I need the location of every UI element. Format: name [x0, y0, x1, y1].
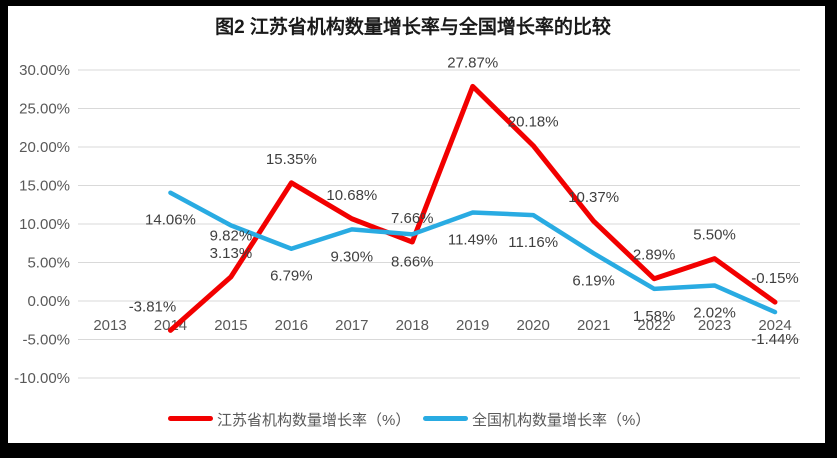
data-point-label: 9.30% [331, 248, 374, 265]
data-point-label: 1.58% [633, 308, 676, 325]
chart-title: 图2 江苏省机构数量增长率与全国增长率的比较 [215, 15, 611, 38]
x-axis-tick-label: 2016 [275, 317, 308, 334]
data-point-label: 2.89% [633, 247, 676, 264]
data-point-label: 10.68% [326, 187, 377, 204]
y-axis-tick-label: -5.00% [22, 332, 70, 349]
x-axis-tick-label: 2020 [516, 317, 549, 334]
data-point-label: 11.49% [448, 232, 498, 249]
y-axis-tick-label: 25.00% [19, 101, 70, 118]
data-point-label: 20.18% [508, 114, 559, 131]
x-axis-tick-label: 2021 [577, 317, 610, 334]
data-point-label: 6.79% [270, 268, 313, 285]
legend-swatch-national [423, 416, 468, 421]
data-point-label: 7.66% [391, 210, 434, 227]
x-axis-tick-label: 2019 [456, 317, 489, 334]
x-axis-tick-label: 2013 [93, 317, 126, 334]
legend-swatch-jiangsu [168, 416, 213, 421]
data-point-label: -1.44% [751, 331, 799, 348]
data-point-label: 27.87% [447, 54, 498, 71]
y-axis-tick-label: 5.00% [27, 255, 70, 272]
legend: 江苏省机构数量增长率（%） 全国机构数量增长率（%） [168, 411, 650, 429]
data-point-label: 8.66% [391, 253, 434, 270]
x-axis-tick-label: 2017 [335, 317, 368, 334]
data-point-label: 5.50% [693, 227, 736, 244]
y-axis-tick-label: 0.00% [27, 293, 70, 310]
data-point-label: 14.06% [145, 212, 196, 229]
y-axis-tick-label: -10.00% [14, 370, 70, 387]
y-axis-tick-label: 10.00% [19, 216, 70, 233]
data-point-label: 3.13% [210, 245, 253, 262]
y-axis-tick-label: 15.00% [19, 178, 70, 195]
x-axis-tick-label: 2018 [396, 317, 429, 334]
series-line-national [168, 190, 778, 315]
plot-area: 30.00% 25.00% 20.00% 15.00% 10.00% 5.00% 0.00%… [14, 54, 800, 387]
data-point-label: 15.35% [266, 151, 317, 168]
data-point-label: -0.15% [751, 270, 799, 287]
x-axis-tick-label: 2023 [698, 317, 731, 334]
y-axis-tick-label: 30.00% [19, 62, 70, 79]
x-axis-tick-label: 2015 [214, 317, 247, 334]
data-point-label: 11.16% [508, 234, 558, 251]
data-point-label: 9.82% [210, 227, 253, 244]
x-axis-tick-label: 2024 [758, 317, 791, 334]
y-axis-tick-label: 20.00% [19, 139, 70, 156]
series-line-jiangsu [167, 83, 778, 333]
data-point-label: 10.37% [568, 189, 619, 206]
x-axis-tick-label: 2022 [637, 317, 670, 334]
data-point-label: 6.19% [572, 272, 615, 289]
legend-label-jiangsu: 江苏省机构数量增长率（%） [217, 412, 410, 429]
data-point-label: 2.02% [693, 304, 736, 321]
legend-label-national: 全国机构数量增长率（%） [472, 411, 650, 429]
data-point-label: -3.81% [129, 298, 177, 315]
